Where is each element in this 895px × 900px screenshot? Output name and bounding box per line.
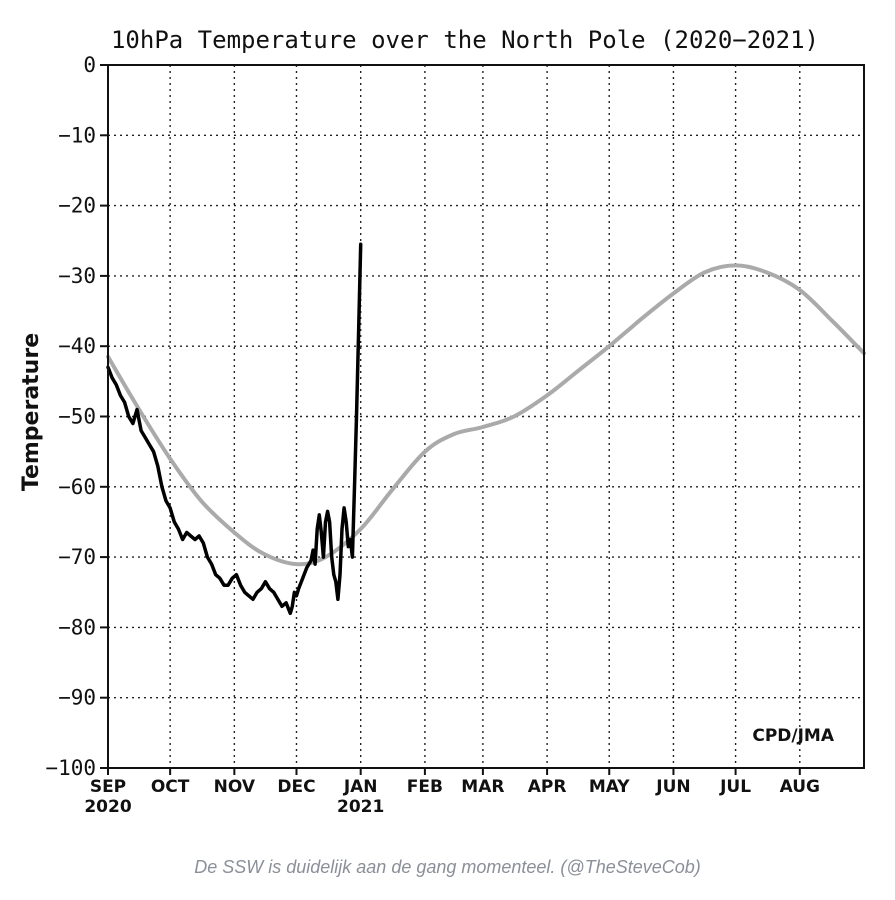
x-tick-label: MAY: [589, 777, 630, 797]
climatology-line: [106, 263, 866, 567]
y-tick-label: 0: [83, 53, 96, 77]
source-annotation: CPD/JMA: [752, 726, 834, 746]
x-tick-label: FEB: [407, 777, 443, 797]
x-tick-sublabel: 2021: [337, 797, 384, 817]
y-axis-label: Temperature: [19, 333, 44, 491]
y-tick-label: −70: [58, 545, 96, 569]
y-tick-label: −10: [58, 123, 96, 147]
x-tick-label: JAN: [343, 777, 378, 797]
grid: [108, 65, 864, 768]
x-tick-sublabel: 2020: [84, 797, 131, 817]
x-tick-label: APR: [528, 777, 567, 797]
image-caption: De SSW is duidelijk aan de gang momentee…: [194, 857, 701, 877]
y-tick-label: −100: [45, 756, 96, 780]
x-tick-label: JUN: [655, 777, 690, 797]
x-tick-label: JUL: [719, 777, 751, 797]
x-tick-label: DEC: [277, 777, 315, 797]
x-tick-label: NOV: [214, 777, 256, 797]
y-tick-label: −20: [58, 194, 96, 218]
x-tick-label: AUG: [780, 777, 820, 797]
series-layer: [106, 242, 866, 616]
x-tick-label: MAR: [461, 777, 504, 797]
y-tick-label: −80: [58, 615, 96, 639]
temperature-2020-2021-line: [106, 242, 363, 616]
chart-title: 10hPa Temperature over the North Pole (2…: [111, 26, 819, 54]
x-tick-label: SEP: [90, 777, 126, 797]
y-tick-label: −30: [58, 264, 96, 288]
y-tick-label: −50: [58, 405, 96, 429]
y-tick-label: −90: [58, 686, 96, 710]
axis-ticks: [100, 64, 801, 775]
y-tick-label: −40: [58, 334, 96, 358]
y-tick-label: −60: [58, 475, 96, 499]
x-tick-label: OCT: [151, 777, 190, 797]
